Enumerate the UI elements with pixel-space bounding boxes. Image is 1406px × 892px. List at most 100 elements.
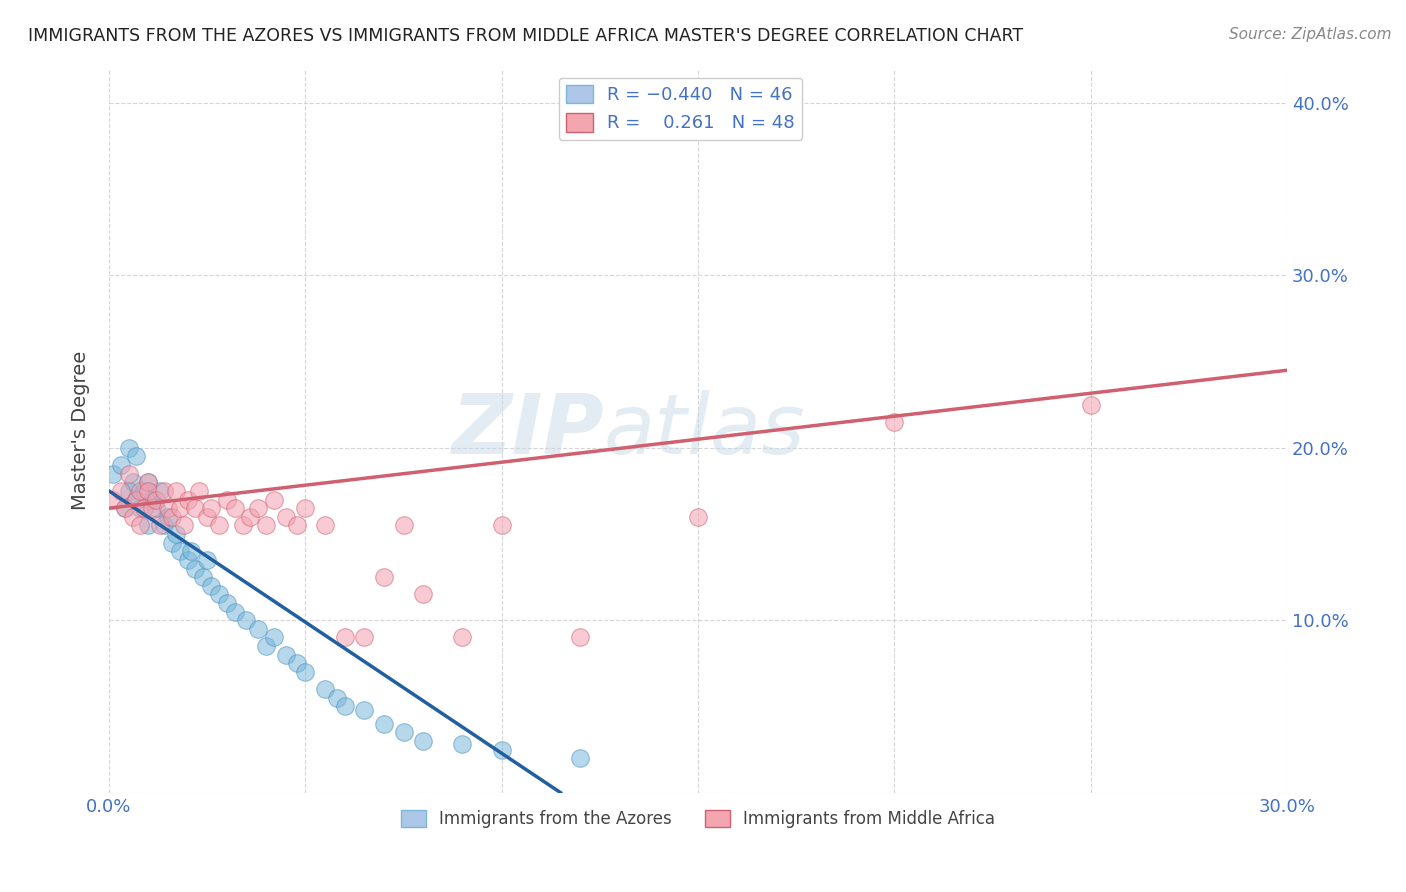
Point — [188, 483, 211, 498]
Point — [156, 509, 179, 524]
Point — [353, 631, 375, 645]
Point — [149, 483, 172, 498]
Point — [193, 570, 215, 584]
Point — [173, 518, 195, 533]
Point — [314, 518, 336, 533]
Text: IMMIGRANTS FROM THE AZORES VS IMMIGRANTS FROM MIDDLE AFRICA MASTER'S DEGREE CORR: IMMIGRANTS FROM THE AZORES VS IMMIGRANTS… — [28, 27, 1024, 45]
Point — [101, 467, 124, 481]
Point — [141, 501, 163, 516]
Point — [254, 518, 277, 533]
Point — [129, 518, 152, 533]
Point — [160, 509, 183, 524]
Point — [141, 492, 163, 507]
Point — [451, 631, 474, 645]
Point — [149, 518, 172, 533]
Point — [136, 483, 159, 498]
Point — [136, 518, 159, 533]
Point — [208, 518, 231, 533]
Point — [314, 682, 336, 697]
Point — [110, 458, 132, 472]
Point — [136, 475, 159, 490]
Point — [125, 492, 148, 507]
Point — [215, 596, 238, 610]
Point — [239, 509, 262, 524]
Legend: Immigrants from the Azores, Immigrants from Middle Africa: Immigrants from the Azores, Immigrants f… — [394, 804, 1002, 835]
Point — [686, 509, 709, 524]
Point — [129, 483, 152, 498]
Point — [392, 518, 415, 533]
Point — [392, 725, 415, 739]
Point — [117, 483, 139, 498]
Point — [200, 579, 222, 593]
Text: ZIP: ZIP — [451, 390, 603, 471]
Point — [294, 665, 316, 679]
Point — [169, 544, 191, 558]
Point — [121, 475, 143, 490]
Point — [156, 501, 179, 516]
Text: Source: ZipAtlas.com: Source: ZipAtlas.com — [1229, 27, 1392, 42]
Point — [412, 587, 434, 601]
Point — [153, 518, 176, 533]
Y-axis label: Master's Degree: Master's Degree — [72, 351, 90, 510]
Point — [491, 518, 513, 533]
Point — [274, 648, 297, 662]
Point — [1080, 398, 1102, 412]
Point — [145, 501, 167, 516]
Point — [121, 509, 143, 524]
Point — [184, 561, 207, 575]
Point — [373, 570, 395, 584]
Point — [231, 518, 253, 533]
Point — [134, 501, 156, 516]
Point — [125, 492, 148, 507]
Point — [176, 553, 198, 567]
Point — [287, 518, 309, 533]
Point — [165, 527, 187, 541]
Point — [114, 501, 136, 516]
Point — [569, 631, 592, 645]
Point — [208, 587, 231, 601]
Point — [353, 703, 375, 717]
Point — [373, 716, 395, 731]
Point — [136, 475, 159, 490]
Point — [412, 734, 434, 748]
Point — [117, 467, 139, 481]
Point — [195, 509, 218, 524]
Point — [287, 657, 309, 671]
Point — [125, 450, 148, 464]
Point — [333, 631, 356, 645]
Point — [195, 553, 218, 567]
Point — [114, 501, 136, 516]
Point — [263, 492, 285, 507]
Point — [101, 492, 124, 507]
Point — [160, 535, 183, 549]
Point — [254, 639, 277, 653]
Point — [184, 501, 207, 516]
Point — [263, 631, 285, 645]
Point — [247, 622, 270, 636]
Text: atlas: atlas — [603, 390, 806, 471]
Point — [134, 483, 156, 498]
Point — [491, 742, 513, 756]
Point — [169, 501, 191, 516]
Point — [117, 441, 139, 455]
Point — [235, 613, 257, 627]
Point — [274, 509, 297, 524]
Point — [145, 492, 167, 507]
Point — [215, 492, 238, 507]
Point — [451, 738, 474, 752]
Point — [247, 501, 270, 516]
Point — [326, 690, 349, 705]
Point — [200, 501, 222, 516]
Point — [333, 699, 356, 714]
Point — [294, 501, 316, 516]
Point — [224, 501, 246, 516]
Point — [129, 501, 152, 516]
Point — [153, 483, 176, 498]
Point — [165, 483, 187, 498]
Point — [224, 605, 246, 619]
Point — [176, 492, 198, 507]
Point — [883, 415, 905, 429]
Point — [569, 751, 592, 765]
Point — [180, 544, 202, 558]
Point — [110, 483, 132, 498]
